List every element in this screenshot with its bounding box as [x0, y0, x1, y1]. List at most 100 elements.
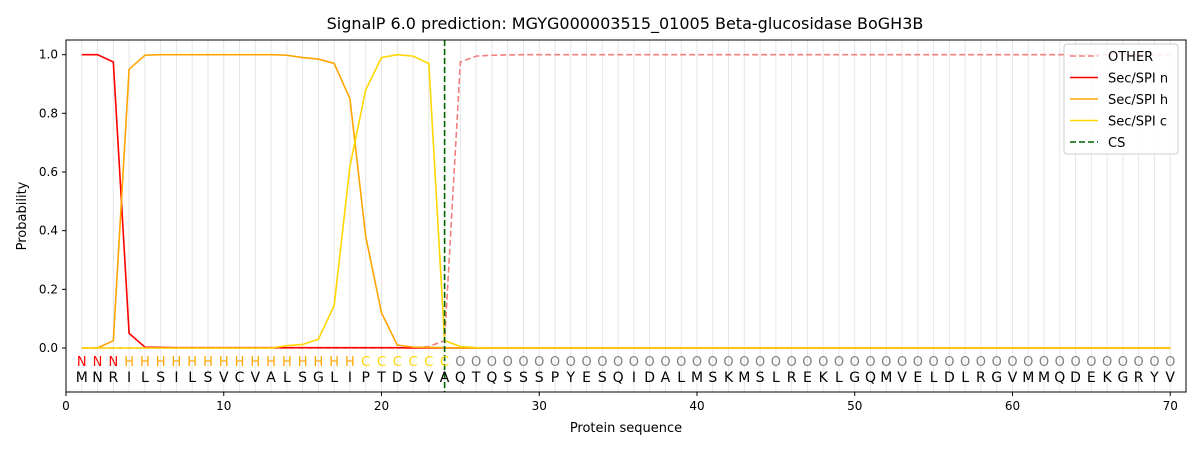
region-label: O — [692, 355, 702, 370]
sequence-residue: L — [930, 370, 938, 386]
legend: OTHER Sec/SPI n Sec/SPI h Sec/SPI c CS — [1063, 43, 1179, 155]
region-label: O — [1055, 355, 1065, 370]
sequence-residue: L — [835, 370, 843, 386]
sequence-residue: Q — [613, 370, 624, 386]
x-tick-label: 50 — [847, 399, 862, 413]
region-label: O — [471, 355, 481, 370]
sequence-residue: M — [880, 370, 892, 386]
region-label: O — [850, 355, 860, 370]
x-tick-label: 60 — [1005, 399, 1020, 413]
sequence-residue: M — [76, 370, 88, 386]
plot-frame — [65, 39, 1187, 393]
region-label: O — [566, 355, 576, 370]
sequence-residue: L — [772, 370, 780, 386]
sequence-residue: E — [582, 370, 591, 386]
sequence-residue: T — [376, 370, 386, 386]
region-label: O — [660, 355, 670, 370]
legend-label: Sec/SPI n — [1108, 72, 1168, 87]
sequence-residue: S — [708, 370, 717, 386]
sequence-residue: I — [174, 370, 178, 386]
sequence-residue: M — [691, 370, 703, 386]
sequence-residue: Y — [566, 370, 576, 386]
region-label: O — [503, 355, 513, 370]
region-label: O — [581, 355, 591, 370]
sequence-residue: C — [235, 370, 245, 386]
sequence-residue: M — [1038, 370, 1050, 386]
sequence-residue: V — [424, 370, 434, 386]
region-label: H — [298, 355, 308, 370]
sequence-residue: L — [283, 370, 291, 386]
region-label: O — [1007, 355, 1017, 370]
region-label: O — [1102, 355, 1112, 370]
x-tick-label: 30 — [532, 399, 547, 413]
region-label: O — [487, 355, 497, 370]
sequence-residue: G — [991, 370, 1002, 386]
sequence-residue: G — [849, 370, 860, 386]
region-label: O — [455, 355, 465, 370]
x-tick-label: 10 — [216, 399, 231, 413]
sequence-residue: S — [535, 370, 544, 386]
sequence-residue: V — [219, 370, 229, 386]
y-tick-label: 0.6 — [39, 165, 58, 179]
region-label: O — [755, 355, 765, 370]
region-label: N — [93, 355, 103, 370]
region-label: H — [156, 355, 166, 370]
region-label: O — [1165, 355, 1175, 370]
sequence-residue: S — [298, 370, 307, 386]
x-tick-label: 20 — [374, 399, 389, 413]
region-label: O — [1086, 355, 1096, 370]
region-label: O — [928, 355, 938, 370]
region-label: O — [629, 355, 639, 370]
region-label: O — [1118, 355, 1128, 370]
sequence-residue: Q — [455, 370, 466, 386]
region-label: H — [282, 355, 292, 370]
legend-box — [1063, 43, 1179, 155]
region-label: C — [393, 355, 402, 370]
sequence-residue: Q — [1054, 370, 1065, 386]
region-label: O — [881, 355, 891, 370]
region-label: O — [992, 355, 1002, 370]
sequence-residue: R — [1134, 370, 1144, 386]
x-tick-label: 0 — [62, 399, 70, 413]
y-tick-label: 0.4 — [39, 224, 58, 238]
sequence-residue: V — [251, 370, 261, 386]
region-label: H — [140, 355, 150, 370]
region-label: O — [613, 355, 623, 370]
region-label: O — [1023, 355, 1033, 370]
axes: 0 10 20 30 40 50 60 70 0.0 0.2 0.4 0.6 0.8 1.0 — [39, 48, 1178, 413]
x-tick-label: 40 — [689, 399, 704, 413]
sequence-residue: P — [551, 370, 559, 386]
region-label: O — [834, 355, 844, 370]
region-label: O — [960, 355, 970, 370]
region-label: O — [550, 355, 560, 370]
sequence-residue: I — [127, 370, 131, 386]
region-label: H — [345, 355, 355, 370]
sequence-residue: Y — [1149, 370, 1159, 386]
y-tick-label: 0.0 — [39, 341, 58, 355]
region-label: C — [424, 355, 433, 370]
sequence-residue: R — [108, 370, 118, 386]
sequence-residue: S — [409, 370, 418, 386]
region-label: C — [361, 355, 370, 370]
region-label: O — [1039, 355, 1049, 370]
legend-label: CS — [1108, 136, 1125, 151]
series-line-sec-spi-c — [81, 53, 1171, 349]
sequence-residue: V — [1165, 370, 1175, 386]
sequence-residue: S — [156, 370, 165, 386]
region-label: O — [534, 355, 544, 370]
region-label: O — [897, 355, 907, 370]
sequence-residue: Q — [486, 370, 497, 386]
x-tick-label: 70 — [1163, 399, 1178, 413]
sequence-residue: K — [1103, 370, 1113, 386]
region-label: O — [771, 355, 781, 370]
region-label: O — [865, 355, 875, 370]
sequence-residue: K — [819, 370, 829, 386]
region-label: O — [739, 355, 749, 370]
chart-title: SignalP 6.0 prediction: MGYG000003515_01… — [327, 14, 924, 34]
sequence-residue: G — [313, 370, 324, 386]
sequence-residue: K — [724, 370, 734, 386]
region-label: O — [597, 355, 607, 370]
sequence-residue: N — [92, 370, 102, 386]
grid-lines — [81, 40, 1171, 392]
sequence-residue: R — [976, 370, 986, 386]
